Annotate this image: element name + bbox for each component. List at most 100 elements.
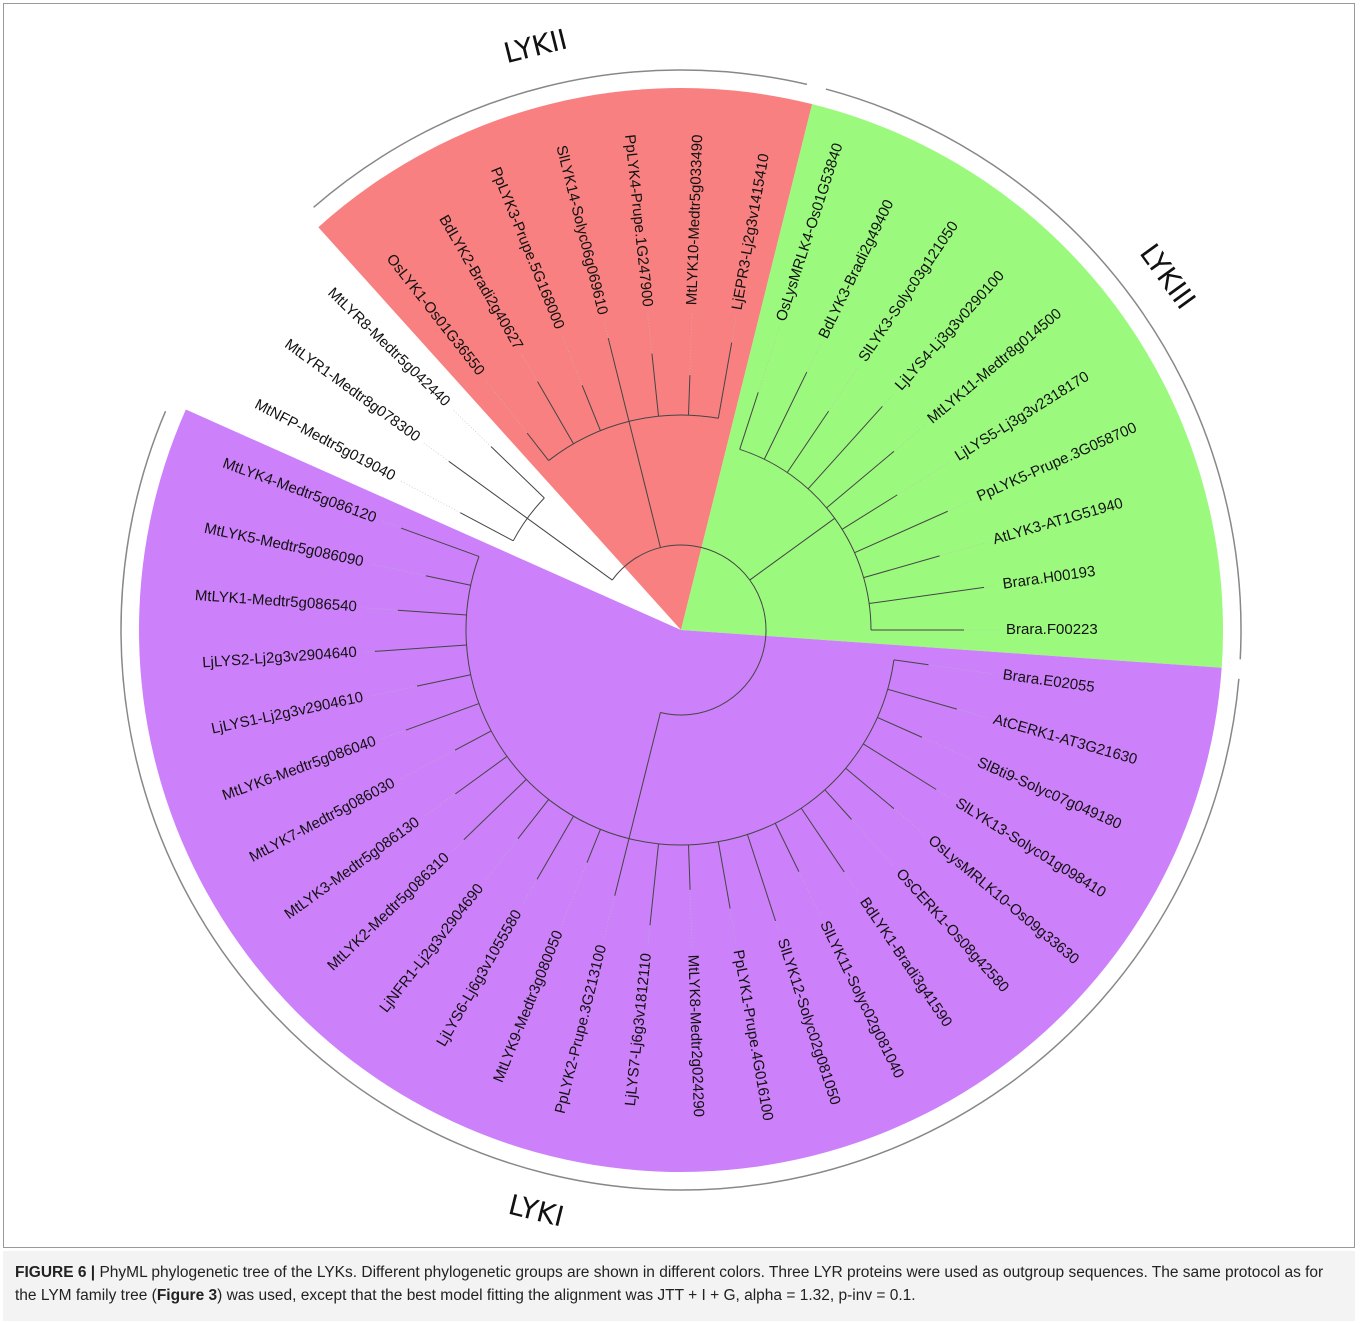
branch (614, 838, 630, 896)
leaf-label: Brara.F00223 (1006, 621, 1098, 638)
leader (775, 920, 780, 933)
branch (526, 432, 550, 461)
leader (647, 313, 653, 354)
branch (717, 841, 731, 909)
branch (774, 823, 800, 872)
branch (537, 381, 574, 445)
leader (844, 871, 860, 894)
caption-label: FIGURE 6 | (15, 1264, 96, 1281)
leader (561, 335, 583, 386)
branch (800, 807, 845, 873)
leader (893, 425, 925, 452)
branch (651, 353, 660, 417)
branch (854, 510, 948, 554)
branch (397, 609, 467, 616)
branch (628, 712, 661, 839)
group-arc (313, 69, 808, 208)
leader (647, 925, 651, 947)
group-label: LYKII (501, 23, 571, 70)
branch (688, 375, 691, 416)
branch (463, 778, 527, 841)
branch (807, 405, 883, 490)
leader (798, 871, 821, 916)
group-arc (825, 88, 1242, 660)
branch (869, 586, 985, 605)
branch (746, 834, 777, 922)
leader (893, 808, 925, 835)
group-arc (120, 410, 1240, 1191)
branch (749, 517, 836, 581)
branch (454, 730, 492, 751)
leaf-label: MtLYK10-Medtr5g033490 (683, 134, 706, 305)
branch (841, 494, 898, 530)
branch (526, 517, 613, 581)
branch (887, 688, 958, 710)
caption-text: PhyML phylogenetic tree of the LYKs. Dif… (15, 1264, 1324, 1304)
leader (828, 366, 860, 412)
branch (607, 337, 630, 422)
branch (717, 342, 733, 419)
branch (739, 392, 759, 450)
branch (845, 767, 895, 810)
leader (452, 408, 492, 447)
leader (603, 895, 616, 939)
clade-sector (318, 88, 813, 630)
branch (586, 829, 601, 863)
leader (400, 749, 456, 780)
leader (423, 442, 449, 462)
caption-text: ) was used, except that the best model f… (217, 1287, 916, 1304)
branch (786, 410, 830, 473)
leader (983, 585, 996, 588)
branch (763, 371, 808, 460)
branch (893, 659, 929, 666)
branch (628, 421, 661, 548)
leader (521, 879, 538, 906)
branch (517, 799, 550, 840)
leader (806, 344, 821, 373)
leader (521, 354, 538, 382)
branch (536, 815, 574, 880)
clade-sector (681, 104, 1223, 668)
leader (939, 542, 987, 557)
tree-diagram: MtNFP-Medtr5g019040MtLYR1-Medtr8g078300M… (120, 23, 1242, 1233)
leaf-label: MtLYK8-Medtr2g024290 (684, 954, 707, 1117)
branch (400, 527, 480, 557)
caption-ref: Figure 3 (156, 1287, 218, 1304)
leader (484, 379, 528, 434)
leader (947, 500, 972, 512)
branch (863, 743, 937, 790)
branch (824, 789, 852, 820)
clade-sector (138, 409, 1222, 1173)
branch (405, 703, 480, 731)
leader (689, 889, 693, 948)
caption: FIGURE 6 | PhyML phylogenetic tree of th… (3, 1251, 1355, 1321)
branch (460, 512, 514, 542)
group-label: LYKIII (1133, 238, 1202, 316)
branch (416, 674, 471, 687)
leader (757, 327, 780, 393)
branch (425, 575, 471, 586)
figure-frame (3, 3, 1355, 1248)
branch (688, 844, 691, 890)
leader (731, 316, 737, 343)
leader (369, 563, 426, 577)
clade-sector (185, 227, 681, 630)
branch (374, 644, 467, 652)
leader (956, 708, 987, 718)
branch (490, 446, 545, 499)
branch (877, 716, 923, 738)
branch (454, 755, 508, 795)
branch (448, 460, 528, 519)
leader (423, 793, 456, 818)
branch (611, 544, 767, 716)
group-label: LYKI (505, 1188, 567, 1233)
leader (928, 664, 996, 675)
branch (863, 555, 940, 579)
leader (369, 685, 417, 697)
branch (826, 450, 895, 509)
leader (382, 729, 406, 740)
leader (561, 862, 588, 925)
branch (581, 385, 601, 431)
branch (649, 843, 660, 926)
